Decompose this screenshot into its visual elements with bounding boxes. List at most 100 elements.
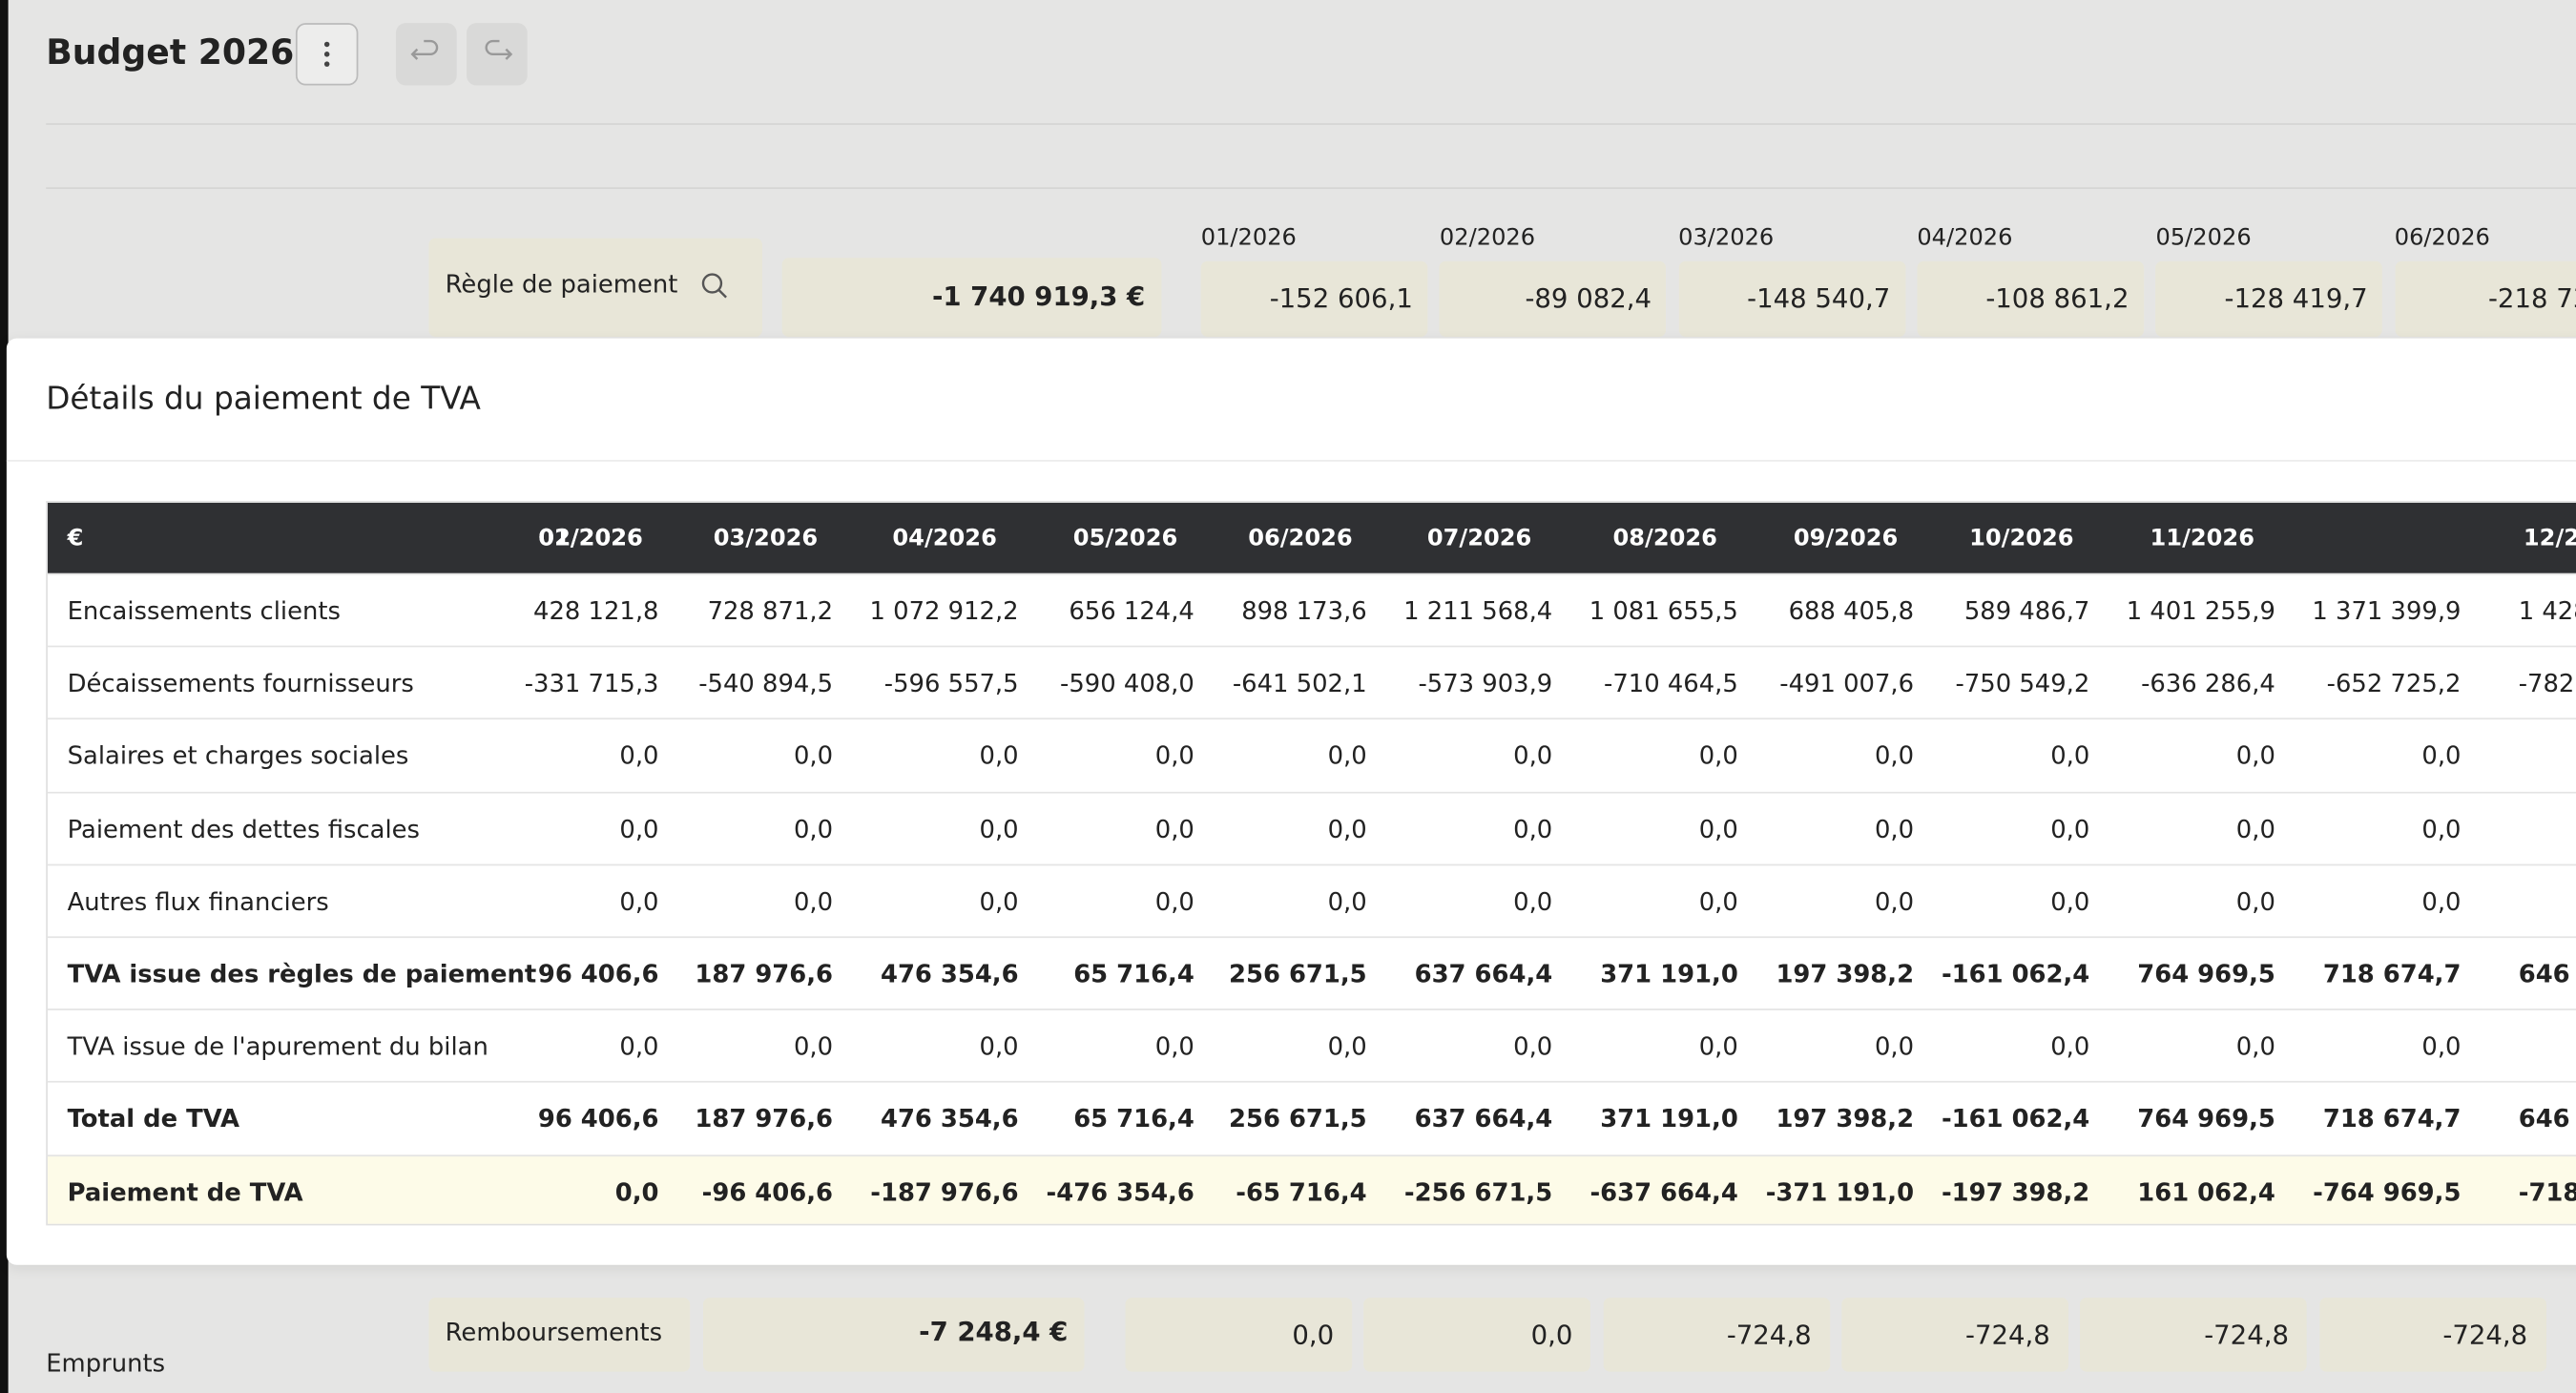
table-row: Salaires et charges sociales 0,0 0,0 0,0 0,0… [47,718,2576,791]
row-label: Paiement des dettes fiscales [67,814,421,844]
cell-value: 0,0 [2235,741,2275,772]
cell-value: 0,0 [619,1031,659,1062]
table-row: TVA issue de l'apurement du bilan 0,0 0,0 0… [47,1008,2576,1082]
cell-value: 0,0 [793,814,834,844]
cell-value: 476 354,6 [880,959,1019,989]
page-title: Budget 2026 [46,32,295,73]
cell-value: 589 486,7 [1963,595,2090,626]
month-cell [2155,260,2383,337]
loan-value: -724,8 [2204,1319,2290,1351]
cell-value: 0,0 [1327,886,1367,917]
table-row: Autres flux financiers 0,0 0,0 0,0 0,0 0,0 0,0… [47,863,2576,937]
table-row: Encaissements clients 428 121,8 728 871,2 1… [47,572,2576,646]
column-header: € [67,525,84,552]
cell-value: -637 664,4 [1589,1176,1738,1207]
loan-month-cell [1602,1298,1830,1372]
cell-value: -710 464,5 [1604,669,1738,699]
month-cell [1678,260,1905,337]
cell-value: 0,0 [2050,741,2090,772]
table-header [47,502,2576,573]
cell-value: 0,0 [2421,1031,2462,1062]
column-header: 03/2026 [713,525,819,552]
cell-value: 1 371 399,9 [2312,595,2462,626]
loan-month-cell [1125,1298,1353,1372]
cell-value: 0,0 [1513,741,1553,772]
cell-value: -750 549,2 [1955,669,2090,699]
cell-value: 718 674,7 [2322,1104,2462,1134]
month-label: 04/2026 [1917,224,2013,252]
loan-total: -7 248,4 € [919,1316,1069,1347]
cell-value: -491 007,6 [1779,669,1915,699]
month-label: 02/2026 [1439,224,1536,252]
month-value: -218 735 [2487,282,2576,314]
cell-value: -652 725,2 [2326,669,2462,699]
month-cell [1917,260,2144,337]
cell-value: -718 [2518,1176,2576,1207]
loan-cell [428,1298,691,1372]
cell-value: 0,0 [1698,741,1738,772]
row-label: TVA issue des règles de paiement [67,959,537,989]
cell-value: 0,0 [619,886,659,917]
column-header: 11/2026 [2150,525,2254,552]
loan-value: -724,8 [1726,1319,1812,1351]
cell-value: 0,0 [1698,814,1738,844]
cell-value: 187 976,6 [695,1104,834,1134]
cell-value: 0,0 [2050,1031,2090,1062]
cell-value: 0,0 [2421,886,2462,917]
table-row: Paiement des dettes fiscales 0,0 0,0 0,0 0,0… [47,791,2576,863]
cell-value: -256 671,5 [1403,1176,1553,1207]
month-cell [1439,260,1667,337]
cell-value: 728 871,2 [707,595,834,626]
menu-button[interactable] [295,23,359,86]
cell-value: 0,0 [619,741,659,772]
row-label: TVA issue de l'apurement du bilan [67,1031,488,1062]
search-icon [700,271,730,301]
cell-value: -590 408,0 [1060,669,1195,699]
cell-value: 0,0 [1698,886,1738,917]
loan-month-cell [1363,1298,1591,1372]
modal: Détails du paiement de TVA €01/2026 02/202… [6,338,2576,1265]
loan-total-cell [702,1298,1085,1372]
column-header: 10/2026 [1969,525,2074,552]
cell-value: 0,0 [1698,1031,1738,1062]
cell-value: 0,0 [2421,741,2462,772]
cell-value: 0,0 [1327,814,1367,844]
cell-value: 0,0 [1154,741,1195,772]
divider [46,187,2576,189]
cell-value: 1 401 255,9 [2126,595,2275,626]
cell-value: 197 398,2 [1776,959,1915,989]
column-header: 05/2026 [1072,525,1178,552]
cell-value: -197 398,2 [1941,1176,2090,1207]
cell-value: -65 716,4 [1236,1176,1367,1207]
cell-value: 1 211 568,4 [1403,595,1553,626]
row-label: Salaires et charges sociales [67,741,409,772]
cell-value: 371 191,0 [1600,1104,1738,1134]
cell-value: 0,0 [793,886,834,917]
table-row: TVA issue des règles de paiement 96 406,6… [47,936,2576,1009]
month-value: -108 861,2 [1985,282,2129,314]
redo-button[interactable] [467,23,528,86]
row-label: Total de TVA [67,1104,239,1134]
month-label: 05/2026 [2155,224,2252,252]
row-label: Autres flux financiers [67,886,329,917]
column-header: 07/2026 [1426,525,1532,552]
divider [46,123,2576,125]
cell-value: 65 716,4 [1073,959,1195,989]
cell-value: -641 502,1 [1232,669,1367,699]
column-header: 09/2026 [1793,525,1899,552]
cell-value: 637 664,4 [1414,959,1553,989]
column-header: 08/2026 [1612,525,1717,552]
cell-value: 1 072 912,2 [869,595,1019,626]
row-label: Décaissements fournisseurs [67,669,414,699]
cell-value: 0,0 [1154,886,1195,917]
loan-label: Remboursements [445,1317,663,1347]
cell-value: -540 894,5 [698,669,834,699]
cell-value: -331 715,3 [524,669,659,699]
cell-value: 0,0 [1874,1031,1915,1062]
cell-value: -96 406,6 [701,1176,834,1207]
cell-value: 0,0 [979,741,1019,772]
loan-month-cell [2318,1298,2546,1372]
cell-value: 0,0 [1154,1031,1195,1062]
loan-month-cell [1841,1298,2068,1372]
undo-button[interactable] [395,23,457,86]
